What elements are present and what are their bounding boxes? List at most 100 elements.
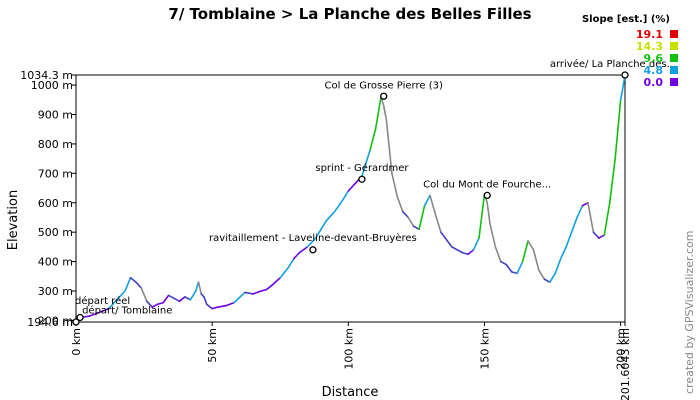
profile-segment xyxy=(306,237,317,248)
profile-segment xyxy=(146,300,154,308)
profile-segment xyxy=(374,96,382,131)
profile-segment xyxy=(478,193,486,239)
profile-segment xyxy=(178,296,186,303)
profile-segment xyxy=(314,228,322,239)
y-tick-label: 800 m xyxy=(38,138,73,151)
profile-segment xyxy=(293,251,301,260)
waypoint-label: départ réel xyxy=(75,295,130,307)
profile-segment xyxy=(347,184,355,192)
profile-segment xyxy=(342,190,350,201)
profile-segment xyxy=(614,128,619,160)
profile-segment xyxy=(325,210,336,222)
waypoint-marker xyxy=(380,92,388,100)
profile-segment xyxy=(565,231,573,248)
profile-segment xyxy=(456,249,464,254)
profile-segment xyxy=(500,260,508,266)
waypoint-label: ravitaillement - Laveline-devant-Bruyère… xyxy=(209,232,417,244)
profile-segment xyxy=(320,219,328,231)
profile-segment xyxy=(418,204,426,231)
profile-segment xyxy=(516,260,524,275)
profile-segment xyxy=(486,201,491,225)
profile-segment xyxy=(549,272,557,283)
waypoint-marker xyxy=(358,175,366,183)
legend-label: 19.1 xyxy=(636,28,663,41)
profile-segment xyxy=(603,201,611,236)
profile-segment xyxy=(396,196,404,213)
profile-segment xyxy=(429,194,437,216)
profile-segment xyxy=(608,157,616,204)
profile-segment xyxy=(581,201,589,207)
profile-segment xyxy=(151,303,159,308)
legend-swatch xyxy=(670,42,678,50)
legend-swatch xyxy=(670,66,678,74)
profile-segment xyxy=(445,238,453,248)
profile-segment xyxy=(527,240,535,251)
waypoint-marker xyxy=(483,191,491,200)
profile-segment xyxy=(116,290,126,301)
x-tick-label: 150 km xyxy=(478,328,491,370)
profile-segment xyxy=(265,284,273,291)
profile-segment xyxy=(224,301,235,307)
profile-segment xyxy=(173,297,181,303)
profile-segment xyxy=(135,281,143,289)
profile-segment xyxy=(279,266,290,279)
legend-label: 0.0 xyxy=(644,76,664,89)
profile-segment xyxy=(391,172,399,198)
profile-segment xyxy=(96,307,110,314)
profile-segment xyxy=(216,304,227,308)
x-tick-label: 200 km xyxy=(615,328,628,370)
y-axis-label: Elevation xyxy=(6,190,21,250)
profile-segment xyxy=(385,119,393,175)
profile-segment xyxy=(363,149,371,169)
profile-segment xyxy=(617,98,622,131)
profile-segment xyxy=(88,312,99,317)
profile-segment xyxy=(423,194,431,207)
plot-area xyxy=(75,74,626,323)
profile-segment xyxy=(298,246,309,254)
profile-segment xyxy=(124,276,132,292)
x-tick-label: 100 km xyxy=(342,328,355,370)
slope-legend: Slope [est.] (%) 19.114.39.64.80.0 xyxy=(582,14,678,89)
profile-segment xyxy=(592,231,600,239)
profile-segment xyxy=(494,246,502,263)
profile-segment xyxy=(434,213,442,233)
legend-label: 9.6 xyxy=(644,52,664,65)
x-axis-label: Distance xyxy=(322,385,379,400)
chart-title: 7/ Tomblaine > La Planche des Belles Fil… xyxy=(168,5,531,23)
credit-text: created by GPSVisualizer.com xyxy=(683,231,696,394)
profile-segment xyxy=(140,287,148,303)
profile-segment xyxy=(189,290,197,301)
profile-segment xyxy=(543,278,551,283)
profile-segment xyxy=(184,296,192,301)
waypoint-marker xyxy=(621,71,629,79)
x-tick-label: 201.6043 km xyxy=(619,328,632,400)
y-tick-label: 700 m xyxy=(38,167,73,180)
profile-segment xyxy=(211,306,219,310)
profile-segment xyxy=(129,276,137,283)
profile-segment xyxy=(587,201,595,233)
legend-label: 4.8 xyxy=(644,64,664,77)
profile-segment xyxy=(162,294,170,304)
profile-segment xyxy=(352,178,361,186)
legend-title: Slope [est.] (%) xyxy=(582,14,670,25)
profile-segment xyxy=(333,199,344,213)
waypoint-label: Col de Grosse Pierre (3) xyxy=(325,80,443,91)
profile-segment xyxy=(361,166,366,178)
profile-segment xyxy=(107,299,118,310)
profile-segment xyxy=(598,234,606,239)
profile-segment xyxy=(412,225,420,231)
profile-segment xyxy=(244,291,254,295)
x-tick-label: 0 km xyxy=(70,328,83,356)
x-tick-label: 50 km xyxy=(206,328,219,363)
y-tick-label: 900 m xyxy=(38,109,73,122)
profile-segment xyxy=(260,288,268,292)
profile-segment xyxy=(203,296,208,306)
waypoint-marker xyxy=(76,313,84,322)
profile-segment xyxy=(570,216,578,233)
profile-segment xyxy=(252,290,262,295)
profile-segment xyxy=(472,237,480,251)
